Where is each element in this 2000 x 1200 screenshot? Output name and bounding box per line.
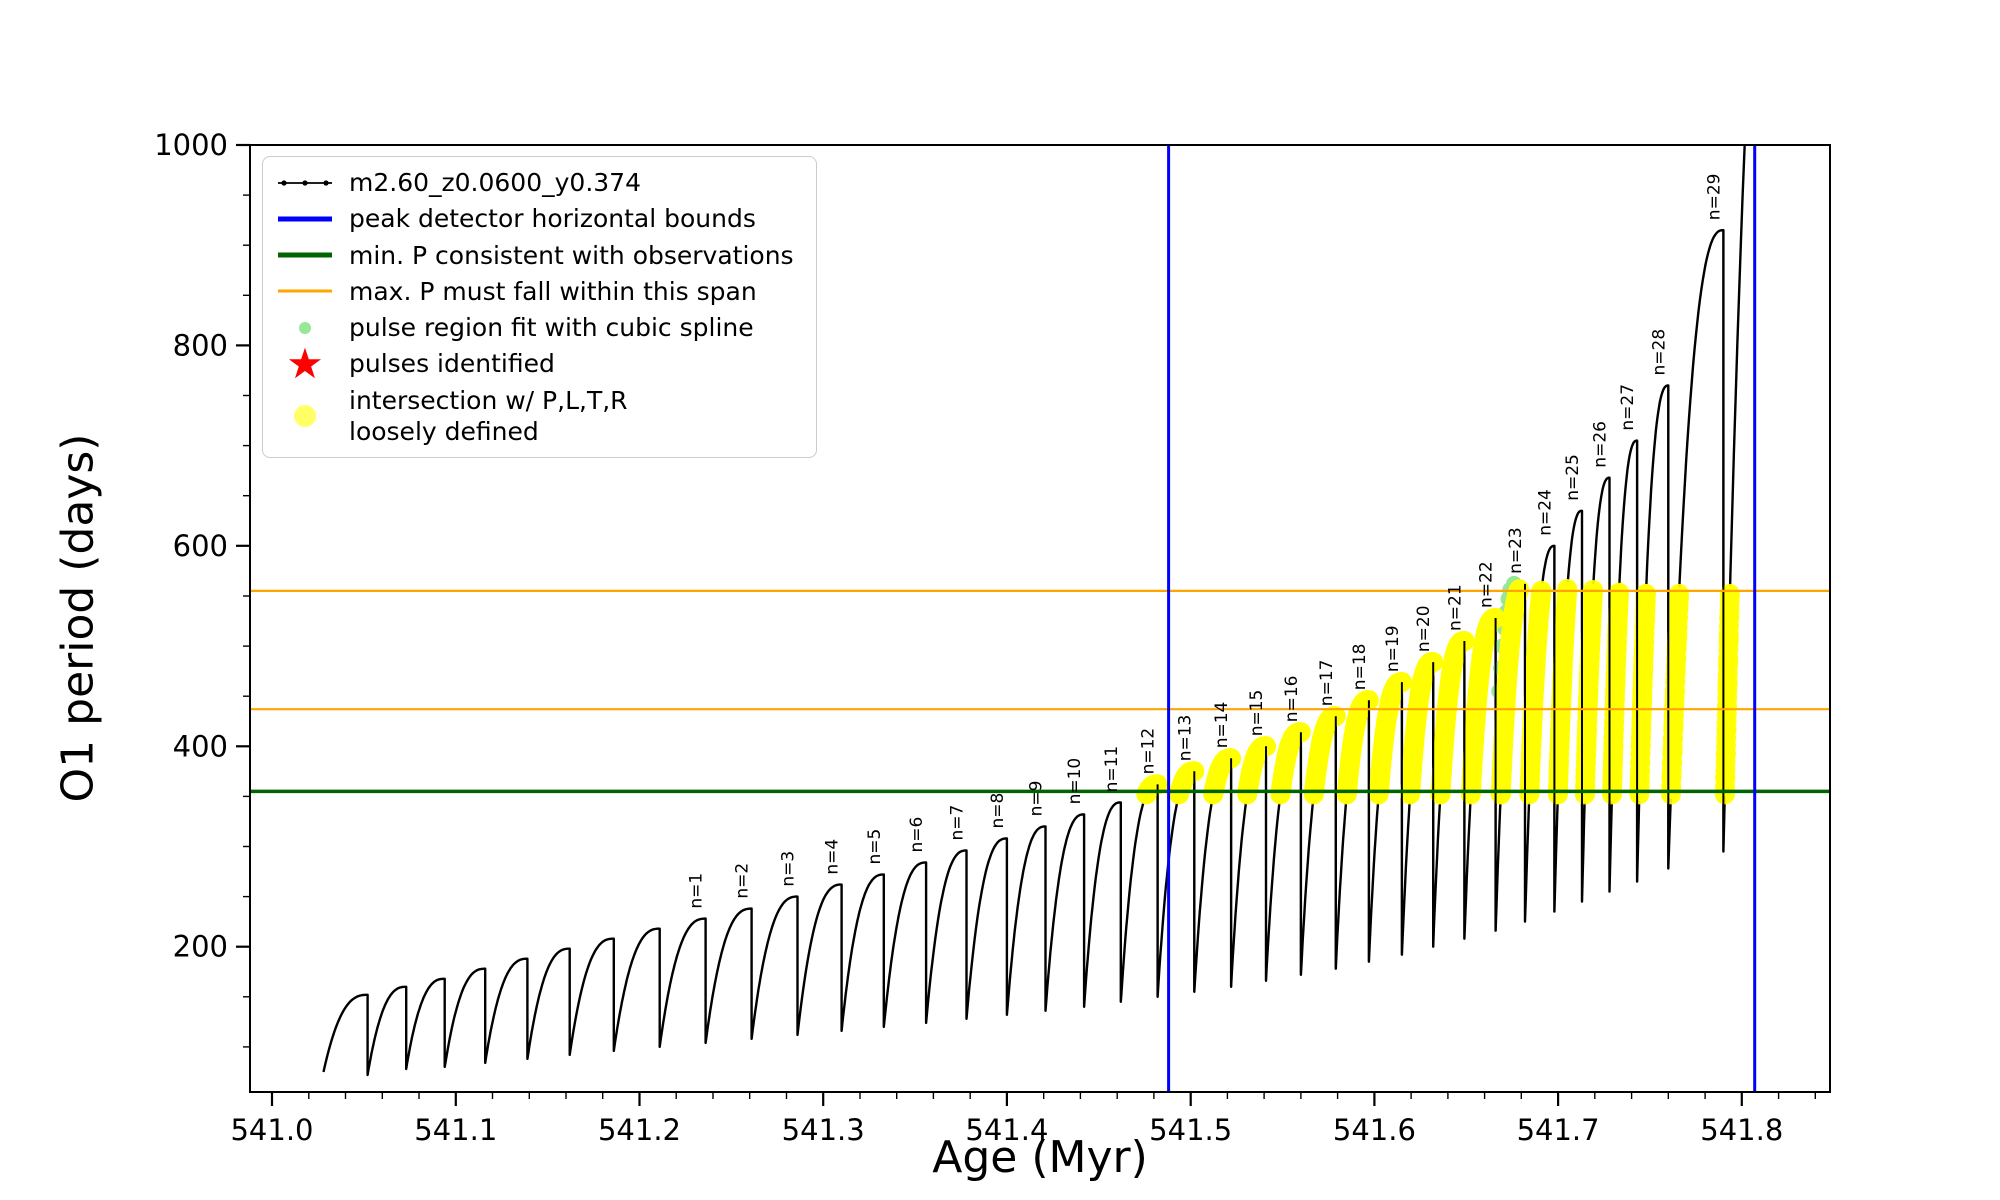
legend-item: pulse region fit with cubic spline (275, 312, 794, 343)
legend-item-label: pulse region fit with cubic spline (349, 313, 754, 342)
series-group (322, 145, 1746, 1077)
pulse-number-label: n=9 (1027, 781, 1047, 817)
y-tick-label: 200 (173, 930, 228, 964)
x-tick-label: 541.2 (598, 1113, 681, 1147)
legend-item-label: m2.60_z0.0600_y0.374 (349, 168, 641, 197)
pulse-number-label: n=27 (1618, 384, 1638, 431)
pulse-number-label: n=4 (823, 839, 843, 875)
pulse-number-label: n=18 (1350, 644, 1370, 691)
x-tick-label: 541.8 (1700, 1113, 1783, 1147)
bounds-line-icon (275, 206, 335, 232)
legend-item: ★ pulses identified (275, 338, 794, 388)
y-tick-label: 800 (173, 328, 228, 362)
y-tick-label: 600 (173, 529, 228, 563)
x-axis-label: Age (Myr) (932, 1132, 1148, 1183)
pulse-star-icon: ★ (286, 338, 324, 388)
pulse-number-label: n=8 (988, 793, 1008, 829)
pulse-number-label: n=16 (1282, 676, 1302, 723)
pulse-number-label: n=26 (1591, 421, 1611, 468)
pulse-number-label: n=29 (1704, 174, 1724, 221)
x-tick-label: 541.3 (782, 1113, 865, 1147)
intersection-dot-icon (275, 401, 335, 431)
x-tick-label: 541.4 (965, 1113, 1048, 1147)
pulse-number-label: n=19 (1383, 625, 1403, 672)
legend-item-label: pulses identified (349, 349, 555, 379)
legend-item: min. P consistent with observations (275, 240, 794, 271)
x-tick-label: 541.0 (230, 1113, 313, 1147)
spline-dot-icon (275, 315, 335, 341)
pulse-number-label: n=17 (1317, 660, 1337, 707)
pulse-number-label: n=11 (1102, 746, 1122, 793)
x-tick-label: 541.7 (1517, 1113, 1600, 1147)
legend-item: intersection w/ P,L,T,R loosely defined (275, 385, 794, 448)
pulse-number-label: n=1 (687, 873, 707, 909)
axes-box (249, 144, 1831, 1093)
pulse-number-label: n=22 (1477, 561, 1497, 608)
pulse-number-label: n=25 (1563, 454, 1583, 501)
y-axis-label: O1 period (days) (52, 433, 104, 803)
pulse-number-label: n=5 (865, 829, 885, 865)
pulse-number-label: n=21 (1445, 584, 1465, 631)
legend-item-label: max. P must fall within this span (349, 276, 757, 306)
pulse-number-label: n=10 (1065, 758, 1085, 805)
pulse-number-label: n=3 (779, 851, 799, 887)
series-line-icon (275, 170, 335, 196)
legend-item: peak detector horizontal bounds (275, 203, 794, 234)
legend-item-label: intersection w/ P,L,T,R loosely defined (349, 385, 628, 446)
legend-item-label: peak detector horizontal bounds (349, 204, 756, 234)
pulse-number-label: n=28 (1649, 329, 1669, 376)
legend-item: m2.60_z0.0600_y0.374 (275, 167, 794, 198)
pulse-number-label: n=23 (1506, 527, 1526, 574)
y-tick-label: 1000 (154, 128, 228, 162)
legend-item-label: min. P consistent with observations (349, 240, 794, 270)
y-tick-label: 400 (173, 729, 228, 763)
pulse-number-label: n=2 (733, 863, 753, 899)
min-p-line-icon (275, 242, 335, 268)
x-tick-label: 541.1 (414, 1113, 497, 1147)
evolution-track (322, 145, 1746, 1077)
pulse-number-label: n=7 (948, 805, 968, 841)
x-tick-label: 541.5 (1149, 1113, 1232, 1147)
x-tick-label: 541.6 (1333, 1113, 1416, 1147)
pulse-number-label: n=15 (1247, 690, 1267, 737)
pulse-number-label: n=6 (907, 817, 927, 853)
pulse-number-label: n=13 (1175, 715, 1195, 762)
pulse-number-label: n=20 (1414, 605, 1434, 652)
pulse-number-label: n=12 (1139, 728, 1159, 775)
pulse-number-label: n=14 (1212, 702, 1232, 749)
pulse-number-label: n=24 (1535, 489, 1555, 536)
legend-item: max. P must fall within this span (275, 276, 794, 307)
max-p-line-icon (275, 278, 335, 304)
